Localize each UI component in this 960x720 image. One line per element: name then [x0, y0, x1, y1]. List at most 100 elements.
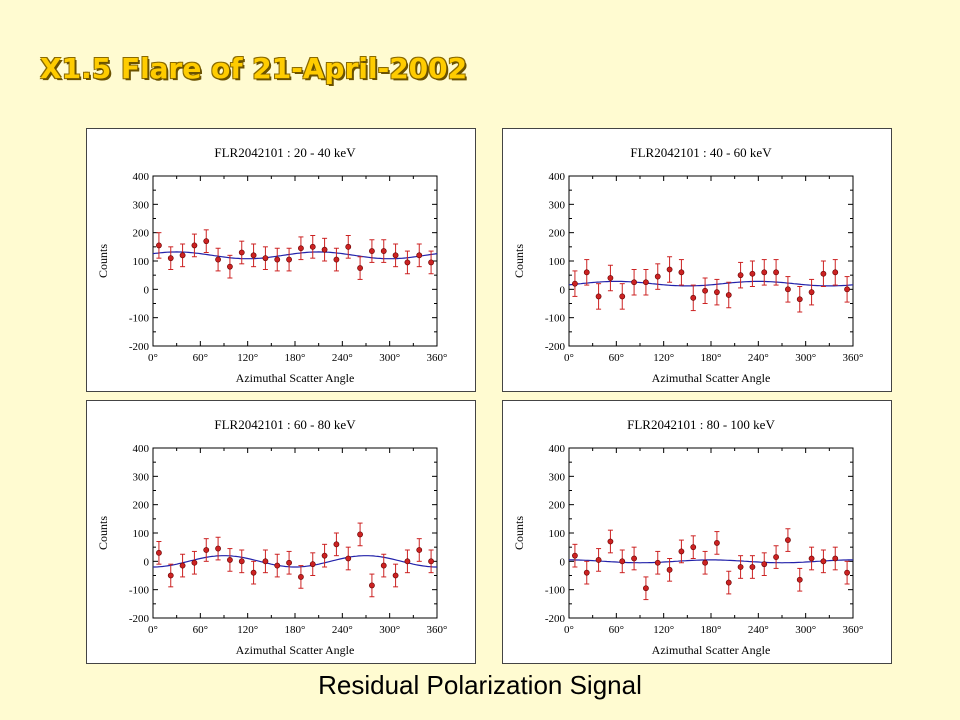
data-point [321, 543, 328, 568]
point-marker [286, 559, 292, 566]
point-marker [309, 561, 316, 568]
point-marker [191, 242, 198, 249]
y-tick-label: -100 [129, 585, 150, 597]
point-marker [725, 579, 732, 586]
data-point [643, 269, 649, 296]
data-point [369, 239, 375, 263]
point-marker [749, 270, 756, 277]
x-tick-label: 180° [701, 624, 722, 636]
data-point [357, 256, 363, 280]
point-marker [345, 555, 352, 562]
point-marker [820, 270, 827, 277]
y-tick-label: 100 [133, 256, 150, 268]
data-point [191, 550, 198, 575]
data-point [631, 546, 637, 571]
y-axis-label: Counts [512, 244, 526, 278]
point-marker [250, 252, 257, 259]
data-point [607, 264, 614, 292]
point-marker [808, 289, 815, 296]
footer-caption: Residual Polarization Signal [318, 670, 642, 700]
point-marker [572, 552, 578, 559]
point-marker [725, 292, 732, 298]
x-tick-label: 300° [795, 624, 816, 636]
data-point [773, 545, 779, 569]
y-tick-label: 200 [549, 500, 566, 512]
data-point [227, 548, 233, 572]
fit-curve [569, 559, 853, 564]
data-point [572, 543, 578, 568]
data-point [785, 528, 791, 552]
y-tick-label: 0 [560, 556, 566, 568]
data-point [191, 233, 198, 258]
x-tick-label: 360° [427, 624, 448, 636]
plot-frame [568, 447, 854, 619]
x-tick-label: 240° [748, 624, 769, 636]
point-marker [643, 585, 649, 592]
y-tick-label: -100 [545, 585, 566, 597]
point-marker [380, 562, 387, 569]
data-point [572, 270, 578, 297]
data-point [725, 281, 732, 309]
x-tick-label: 240° [748, 352, 769, 364]
point-marker [156, 242, 162, 249]
point-marker [749, 564, 756, 570]
data-point [250, 560, 257, 585]
data-point [607, 529, 614, 554]
x-tick-label: 60° [609, 624, 624, 636]
point-marker [428, 259, 434, 266]
data-point [832, 259, 839, 286]
x-axis-label: Azimuthal Scatter Angle [236, 643, 355, 657]
y-tick-label: 200 [549, 228, 566, 240]
data-point [761, 259, 768, 286]
x-tick-label: 60° [193, 352, 208, 364]
data-point [167, 563, 174, 588]
x-tick-label: 240° [332, 352, 353, 364]
point-marker [416, 547, 423, 553]
point-marker [156, 549, 162, 556]
point-marker [844, 569, 850, 576]
chart-panel-80-100-kev: FLR2042101 : 80 - 100 keV 400 300 200 100 0 -1… [502, 400, 892, 664]
y-tick-label: -100 [545, 313, 566, 325]
data-point [238, 240, 245, 265]
data-point [392, 563, 399, 588]
data-point [333, 247, 340, 272]
point-marker [595, 557, 602, 563]
point-marker [702, 559, 708, 566]
data-point [416, 243, 423, 268]
x-tick-label: 240° [332, 624, 353, 636]
data-point [749, 555, 756, 579]
data-point [690, 284, 697, 312]
point-marker [714, 289, 720, 296]
data-point [583, 560, 590, 585]
data-point [345, 235, 352, 259]
point-marker [572, 280, 578, 287]
point-marker [583, 269, 590, 276]
data-point [262, 549, 269, 574]
y-axis-label: Counts [96, 244, 110, 278]
point-marker [666, 566, 673, 573]
point-marker [773, 269, 779, 276]
y-tick-label: 300 [133, 471, 150, 483]
data-point [725, 570, 732, 595]
data-point [250, 243, 257, 268]
data-point [274, 553, 281, 578]
y-tick-label: 200 [133, 500, 150, 512]
data-point [215, 536, 221, 561]
y-tick-label: 300 [549, 199, 566, 211]
data-point [404, 549, 411, 574]
data-point [666, 256, 673, 283]
point-marker [404, 558, 411, 565]
data-point [309, 235, 316, 259]
plot-frame [152, 447, 438, 619]
point-marker [785, 286, 791, 293]
plot-title: FLR2042101 : 60 - 80 keV [214, 417, 356, 432]
data-point [238, 549, 245, 574]
data-point [737, 261, 744, 289]
data-point [808, 546, 815, 571]
data-point [215, 247, 221, 272]
point-marker [392, 572, 399, 579]
y-tick-label: 400 [549, 443, 566, 455]
data-point [643, 576, 649, 601]
data-point [737, 555, 744, 579]
x-tick-label: 120° [653, 352, 674, 364]
